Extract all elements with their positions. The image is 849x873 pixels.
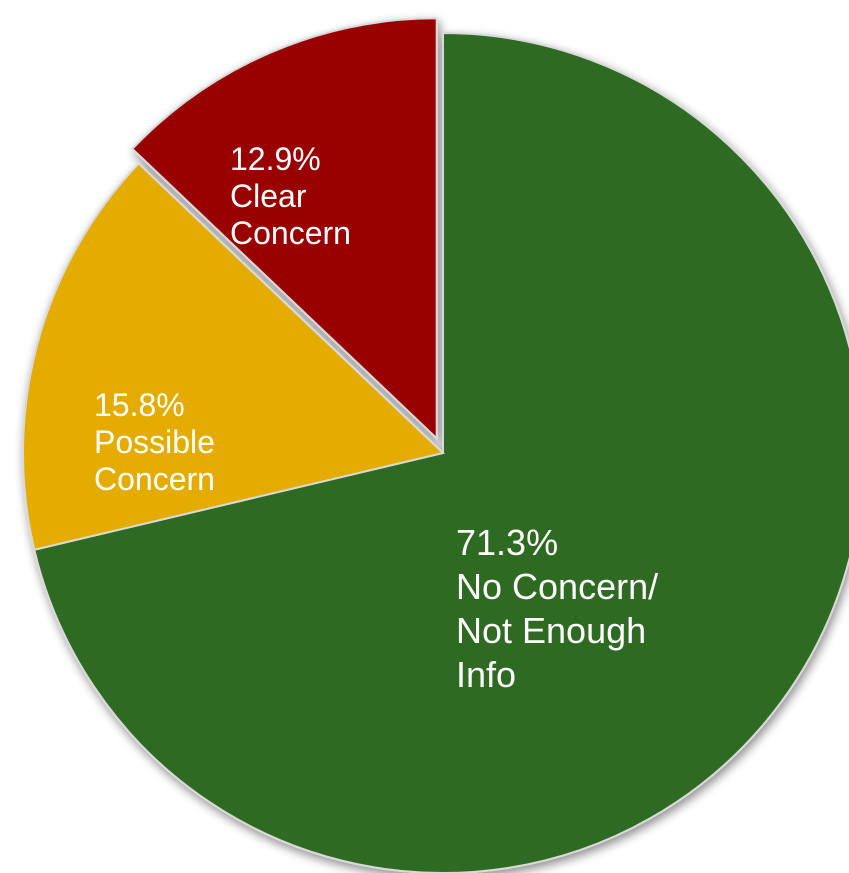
slice-value-label: 12.9%	[230, 141, 321, 177]
slice-category-label: Possible	[94, 424, 215, 460]
slice-category-label: Not Enough	[456, 610, 646, 651]
slice-category-label: Clear	[230, 178, 307, 214]
slice-label-1: 71.3% No Concern/Not Enough Info	[456, 522, 658, 695]
slice-category-label: Concern	[94, 461, 215, 497]
slice-category-label: Concern	[230, 215, 351, 251]
slice-value-label: 15.8%	[94, 387, 185, 423]
slice-category-label: Info	[456, 654, 516, 695]
slice-label-2: 15.8% Possible Concern	[94, 387, 215, 497]
slice-value-label: 71.3%	[456, 522, 558, 563]
pie-slice-1	[33, 31, 849, 873]
pie-slice-3	[130, 17, 438, 441]
slice-category-label: No Concern/	[456, 566, 658, 607]
pie-slice-2	[22, 162, 446, 551]
slice-label-3: 12.9% Clear Concern	[230, 141, 351, 251]
